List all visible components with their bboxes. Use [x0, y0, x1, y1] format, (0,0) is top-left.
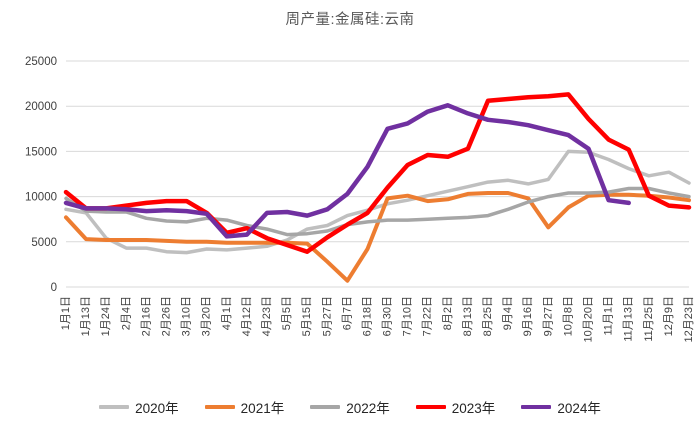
x-tick-label: 4月1日: [221, 296, 233, 330]
y-tick-label: 10000: [25, 192, 57, 204]
legend-label: 2024年: [557, 401, 601, 416]
legend-item-2022年: 2022年: [310, 397, 390, 417]
x-tick-label: 4月12日: [241, 296, 253, 336]
y-tick-label: 0: [51, 282, 57, 294]
series-line-2023年: [63, 92, 692, 254]
legend-label: 2022年: [346, 401, 390, 416]
x-tick-label: 2月16日: [140, 296, 152, 336]
x-tick-label: 10月8日: [562, 296, 574, 336]
legend-item-2020年: 2020年: [99, 397, 179, 417]
x-tick-label: 1月13日: [80, 296, 92, 336]
x-tick-label: 5月5日: [281, 296, 293, 330]
series-line-2020年: [64, 149, 691, 255]
y-tick-label: 15000: [25, 146, 57, 158]
x-tick-label: 1月1日: [60, 296, 72, 330]
x-tick-label: 9月27日: [542, 296, 554, 336]
x-tick-label: 9月16日: [522, 296, 534, 336]
series-line-2022年: [64, 186, 691, 237]
x-tick-label: 1月24日: [100, 296, 112, 336]
x-tick-label: 7月10日: [402, 296, 414, 336]
y-tick-label: 5000: [31, 237, 57, 249]
x-tick-label: 3月20日: [201, 296, 213, 336]
plot-area: 0 5000 10000 15000 20000 25000 1月1日 1月13日 1月24日 2…: [25, 56, 695, 342]
legend-swatch-2020年: [99, 404, 130, 410]
x-tick-label: 11月1日: [603, 296, 615, 336]
x-tick-label: 5月15日: [301, 296, 313, 336]
legend-swatch-2021年: [204, 404, 235, 410]
legend-item-2023年: 2023年: [415, 397, 496, 417]
series-line-2021年: [64, 191, 691, 283]
x-tick-label: 11月25日: [643, 296, 655, 342]
x-tick-label: 6月30日: [382, 296, 394, 336]
x-tick-label: 3月10日: [181, 296, 193, 336]
x-tick-label: 7月22日: [422, 296, 434, 336]
x-tick-label: 4月23日: [261, 296, 273, 336]
legend-item-2024年: 2024年: [521, 397, 601, 417]
legend-swatch-2024年: [521, 404, 552, 410]
x-tick-label: 2月4日: [120, 296, 132, 330]
chart-title: 周产量:金属硅:云南: [285, 12, 415, 28]
legend-swatch-2022年: [310, 404, 341, 410]
series-line-2024年: [63, 103, 631, 239]
x-tick-label: 12月23日: [683, 296, 695, 342]
x-tick-label: 12月9日: [663, 296, 675, 336]
legend-label: 2023年: [451, 401, 496, 416]
legend-label: 2020年: [135, 401, 179, 416]
x-tick-label: 8月2日: [442, 296, 454, 330]
x-tick-label: 11月13日: [623, 296, 635, 342]
x-tick-label: 9月4日: [502, 296, 514, 330]
legend: 2020年 2021年 2022年 2023年 2024年: [0, 397, 700, 417]
x-tick-label: 10月20日: [583, 296, 595, 342]
x-tick-label: 5月27日: [321, 296, 333, 336]
x-tick-label: 6月7日: [341, 296, 353, 330]
y-tick-label: 20000: [25, 101, 57, 113]
legend-swatch-2023年: [415, 404, 446, 410]
legend-item-2021年: 2021年: [204, 397, 285, 417]
x-tick-label: 6月18日: [361, 296, 373, 336]
legend-label: 2021年: [240, 401, 285, 416]
x-tick-label: 8月13日: [462, 296, 474, 336]
x-tick-label: 2月26日: [160, 296, 172, 336]
y-tick-label: 25000: [25, 56, 57, 68]
x-tick-label: 8月25日: [482, 296, 494, 336]
